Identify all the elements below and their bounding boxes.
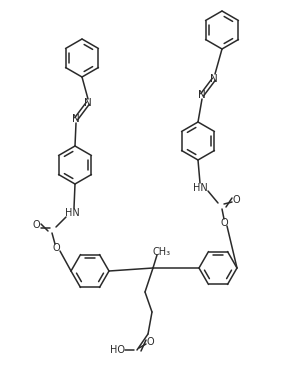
Text: N: N <box>84 98 92 108</box>
Text: N: N <box>210 74 218 84</box>
Text: HO: HO <box>110 345 125 355</box>
Text: N: N <box>198 90 206 100</box>
Text: HN: HN <box>193 183 207 193</box>
Text: O: O <box>32 220 40 230</box>
Text: HN: HN <box>65 208 79 218</box>
Text: O: O <box>146 337 154 347</box>
Text: O: O <box>52 243 60 253</box>
Text: N: N <box>72 114 80 124</box>
Text: CH₃: CH₃ <box>153 247 171 257</box>
Text: O: O <box>220 218 228 228</box>
Text: O: O <box>232 195 240 205</box>
